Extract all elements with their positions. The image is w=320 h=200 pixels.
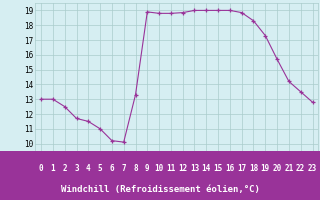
Text: 17: 17 bbox=[237, 164, 246, 173]
Text: 10: 10 bbox=[155, 164, 164, 173]
Text: 15: 15 bbox=[213, 164, 223, 173]
Text: Windchill (Refroidissement éolien,°C): Windchill (Refroidissement éolien,°C) bbox=[60, 185, 260, 194]
Text: 20: 20 bbox=[272, 164, 282, 173]
Text: 22: 22 bbox=[296, 164, 305, 173]
Text: 3: 3 bbox=[74, 164, 79, 173]
Text: 23: 23 bbox=[308, 164, 317, 173]
Text: 0: 0 bbox=[39, 164, 44, 173]
Text: 11: 11 bbox=[166, 164, 176, 173]
Text: 1: 1 bbox=[51, 164, 55, 173]
Text: 9: 9 bbox=[145, 164, 150, 173]
Text: 13: 13 bbox=[190, 164, 199, 173]
Text: 6: 6 bbox=[109, 164, 114, 173]
Text: 7: 7 bbox=[121, 164, 126, 173]
Text: 16: 16 bbox=[225, 164, 235, 173]
Text: 8: 8 bbox=[133, 164, 138, 173]
Text: 14: 14 bbox=[202, 164, 211, 173]
Text: 2: 2 bbox=[62, 164, 67, 173]
Text: 21: 21 bbox=[284, 164, 293, 173]
Text: 4: 4 bbox=[86, 164, 91, 173]
Text: 19: 19 bbox=[261, 164, 270, 173]
Text: 12: 12 bbox=[178, 164, 187, 173]
Text: 18: 18 bbox=[249, 164, 258, 173]
Text: 5: 5 bbox=[98, 164, 102, 173]
